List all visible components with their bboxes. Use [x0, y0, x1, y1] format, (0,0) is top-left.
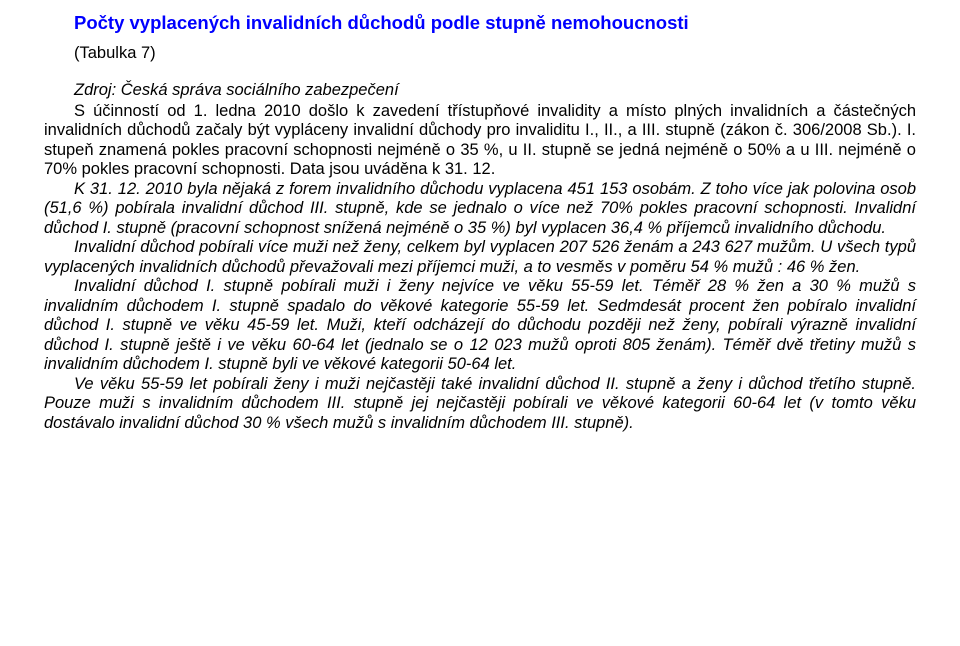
paragraph-4: Ve věku 55-59 let pobírali ženy i muži n… [44, 375, 916, 433]
document-page: Počty vyplacených invalidních důchodů po… [0, 0, 960, 433]
source-line: Zdroj: Česká správa sociálního zabezpeče… [44, 81, 916, 100]
paragraph-2: Invalidní důchod pobírali více muži než … [44, 238, 916, 277]
body-text: S účinností od 1. ledna 2010 došlo k zav… [44, 102, 916, 433]
paragraph-1: K 31. 12. 2010 byla nějaká z forem inval… [44, 180, 916, 238]
table-reference: (Tabulka 7) [44, 44, 916, 63]
effective-paragraph: S účinností od 1. ledna 2010 došlo k zav… [44, 102, 916, 180]
paragraph-3: Invalidní důchod I. stupně pobírali muži… [44, 277, 916, 374]
page-title: Počty vyplacených invalidních důchodů po… [44, 12, 916, 34]
